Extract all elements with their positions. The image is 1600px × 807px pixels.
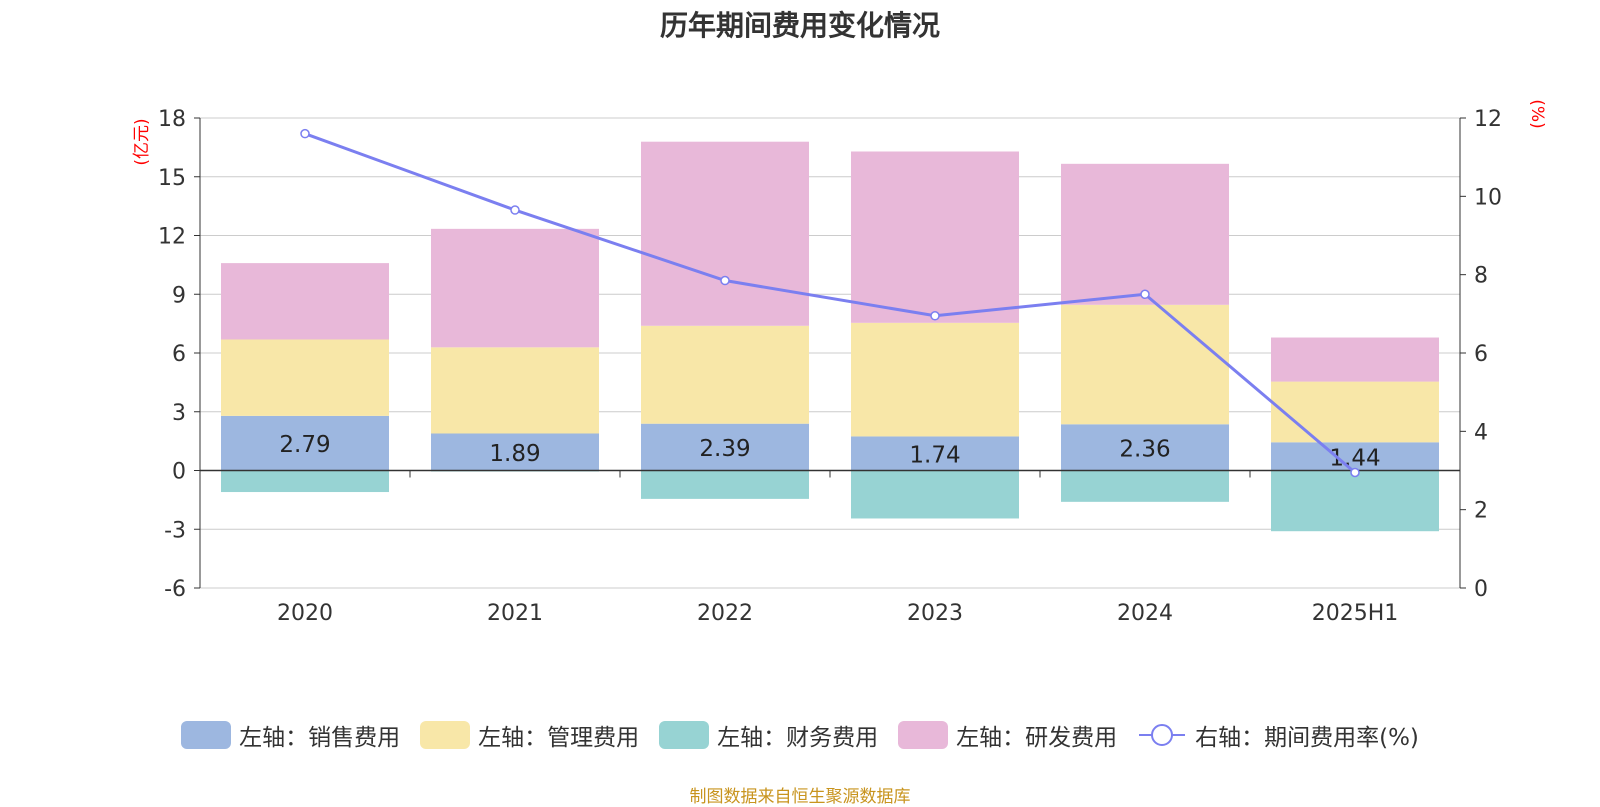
category-label: 2024 <box>1117 601 1173 626</box>
category-label: 2020 <box>277 601 333 626</box>
expense-rate-point <box>930 311 940 321</box>
bar-左轴销售费用-2020 <box>221 415 389 471</box>
left-axis-tick-label: 9 <box>172 283 186 308</box>
left-axis-tick-label: 3 <box>172 401 186 426</box>
category-label: 2022 <box>697 601 753 626</box>
left-axis-tick-label: -6 <box>164 577 186 602</box>
right-axis-unit: (%) <box>1527 99 1547 128</box>
expense-rate-point <box>1140 289 1150 299</box>
bar-左轴研发费用-2023 <box>851 151 1019 323</box>
bar-左轴销售费用-2025H1 <box>1271 442 1439 471</box>
bar-data-label: 2.39 <box>699 436 750 462</box>
left-axis-tick-label: 18 <box>158 107 186 132</box>
bar-左轴管理费用-2021 <box>431 347 599 434</box>
bar-左轴销售费用-2024 <box>1061 424 1229 471</box>
right-axis-tick-label: 10 <box>1474 185 1502 210</box>
bar-左轴研发费用-2022 <box>641 141 809 326</box>
bar-左轴财务费用-2022 <box>641 470 809 499</box>
bar-左轴管理费用-2023 <box>851 322 1019 437</box>
expense-rate-point <box>510 205 520 215</box>
legend-item[interactable]: 左轴：管理费用 <box>420 718 639 752</box>
legend-item[interactable]: 左轴：研发费用 <box>898 718 1117 752</box>
legend-label: 左轴：财务费用 <box>717 725 879 751</box>
legend: 左轴：销售费用 左轴：管理费用 左轴：财务费用 左轴：研发费用 右轴：期间费用率(%) <box>0 718 1600 752</box>
bar-左轴管理费用-2022 <box>641 325 809 424</box>
bar-data-label: 1.74 <box>909 442 960 468</box>
right-axis-tick-label: 8 <box>1474 264 1488 289</box>
legend-swatch <box>420 721 471 749</box>
legend-item[interactable]: 左轴：财务费用 <box>659 718 878 752</box>
bar-左轴财务费用-2024 <box>1061 470 1229 502</box>
left-axis-tick-label: 6 <box>172 342 186 367</box>
right-axis-tick-label: 2 <box>1474 499 1488 524</box>
left-axis-tick-label: 15 <box>158 166 186 191</box>
bar-左轴销售费用-2021 <box>431 433 599 471</box>
expense-rate-point <box>300 128 310 139</box>
category-label: 2021 <box>487 601 543 626</box>
bar-左轴管理费用-2025H1 <box>1271 381 1439 443</box>
legend-line-marker-icon <box>1139 724 1186 746</box>
category-label: 2023 <box>907 601 963 626</box>
left-axis-tick-label: 12 <box>158 225 186 250</box>
legend-item[interactable]: 左轴：销售费用 <box>181 718 400 752</box>
bar-data-label: 2.79 <box>279 432 330 458</box>
right-axis-tick-label: 12 <box>1474 107 1502 132</box>
right-axis-tick-label: 0 <box>1474 577 1488 602</box>
expense-rate-point <box>1350 467 1360 478</box>
bar-左轴财务费用-2020 <box>221 470 389 493</box>
legend-label: 左轴：销售费用 <box>239 725 401 751</box>
expense-rate-point <box>720 275 730 286</box>
source-note: 制图数据来自恒生聚源数据库 <box>689 787 911 807</box>
bar-data-label: 2.36 <box>1119 436 1170 462</box>
bar-左轴销售费用-2022 <box>641 423 809 471</box>
right-axis-tick-label: 4 <box>1474 420 1488 445</box>
category-label: 2025H1 <box>1312 601 1399 626</box>
left-axis-unit: (亿元) <box>132 118 152 165</box>
legend-label: 左轴：管理费用 <box>478 725 640 751</box>
legend-swatch <box>181 721 232 749</box>
bar-左轴财务费用-2025H1 <box>1271 470 1439 532</box>
legend-label: 左轴：研发费用 <box>956 725 1118 751</box>
bar-左轴管理费用-2020 <box>221 339 389 416</box>
bar-data-label: 1.89 <box>489 441 540 467</box>
legend-label: 右轴：期间费用率(%) <box>1195 725 1419 751</box>
bar-左轴销售费用-2023 <box>851 436 1019 471</box>
bar-左轴财务费用-2023 <box>851 470 1019 519</box>
bar-左轴研发费用-2025H1 <box>1271 337 1439 382</box>
expense-rate-line <box>304 132 1356 474</box>
chart-title: 历年期间费用变化情况 <box>659 9 940 42</box>
left-axis-tick-label: 0 <box>172 460 186 485</box>
right-axis-tick-label: 6 <box>1474 342 1488 367</box>
bar-左轴研发费用-2021 <box>431 228 599 348</box>
legend-swatch <box>898 721 949 749</box>
bar-左轴研发费用-2024 <box>1061 163 1229 305</box>
legend-swatch <box>659 721 710 749</box>
bar-左轴研发费用-2020 <box>221 263 389 340</box>
legend-item[interactable]: 右轴：期间费用率(%) <box>1137 718 1419 752</box>
left-axis-tick-label: -3 <box>164 518 186 543</box>
bar-左轴管理费用-2024 <box>1061 304 1229 425</box>
